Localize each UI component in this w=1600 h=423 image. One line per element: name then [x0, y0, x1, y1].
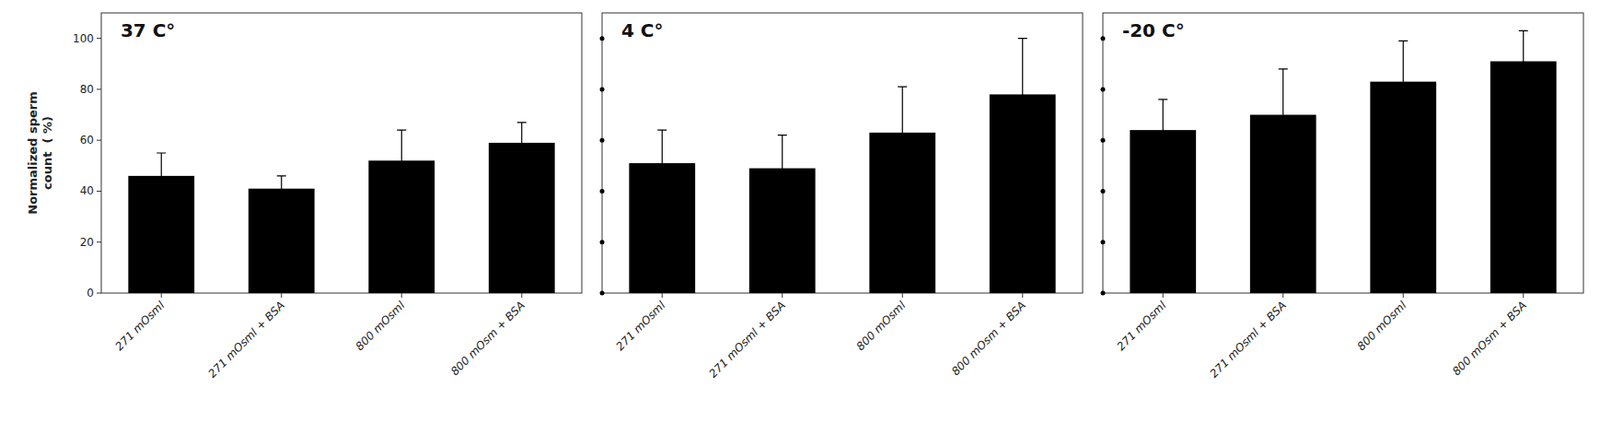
y-tick — [96, 88, 102, 90]
error-bar — [1518, 30, 1529, 92]
error-bar — [1278, 69, 1288, 161]
x-tick — [161, 292, 163, 298]
y-tick — [96, 139, 102, 141]
panel: 271 mOsml 271 mOsml + BSA 800 mOsml 800 mOs… — [600, 12, 1084, 381]
error-bar — [277, 175, 287, 202]
bar — [1490, 61, 1557, 293]
x-tick — [1402, 292, 1404, 298]
plot-frame — [101, 12, 582, 293]
y-axis-label-line: count ( %) — [40, 115, 55, 190]
y-tick-dot — [1101, 86, 1106, 92]
y-tick — [96, 190, 102, 192]
y-tick-label: 0 — [86, 286, 94, 300]
marks — [1129, 30, 1556, 293]
error-bar — [396, 129, 406, 191]
error-bar — [1398, 40, 1408, 122]
x-tick — [781, 292, 783, 298]
x-tick — [1021, 292, 1023, 298]
x-tick — [902, 292, 904, 298]
x-tick-label: 800 mOsm + BSA — [949, 298, 1029, 378]
y-tick-label: 60 — [80, 133, 94, 147]
x-tick-label: 800 mOsm + BSA — [448, 298, 528, 378]
error-bar — [1158, 99, 1168, 161]
y-tick — [96, 241, 102, 243]
x-tick — [1522, 292, 1524, 298]
x-tick — [1162, 292, 1164, 298]
panel: 0 20 40 60 80 100 Normalized spermcount ( %) 27… — [25, 12, 582, 381]
y-tick-dot — [600, 290, 605, 296]
x-tick-label: 800 mOsml — [353, 298, 408, 353]
y-tick-dot — [1101, 239, 1106, 244]
error-bar — [777, 135, 788, 202]
x-tick-label: 800 mOsml — [854, 298, 909, 353]
x-tick-label: 800 mOsm + BSA — [1449, 298, 1530, 378]
plot-frame — [602, 12, 1083, 293]
marks — [127, 122, 555, 293]
y-tick-dot — [600, 239, 605, 244]
y-tick-dot — [1101, 188, 1106, 194]
x-tick — [661, 292, 663, 298]
panel: 271 mOsml 271 mOsml + BSA 800 mOsml 800 mOs… — [1101, 12, 1585, 381]
y-tick-dot — [1101, 138, 1106, 143]
x-tick — [401, 292, 403, 298]
y-tick-label: 80 — [80, 82, 94, 96]
y-tick-dot — [600, 138, 605, 143]
y-tick — [96, 292, 102, 294]
y-tick-label: 40 — [80, 184, 94, 198]
error-bar — [517, 122, 527, 163]
y-tick-dot — [1101, 290, 1106, 296]
x-tick-label: 271 mOsml — [1114, 298, 1170, 353]
panel-title: -20 C° — [1122, 19, 1185, 42]
x-tick — [521, 292, 522, 298]
y-tick-dot — [600, 35, 605, 41]
chart-canvas: 0 20 40 60 80 100 Normalized spermcount ( %) 27… — [0, 0, 1600, 423]
panel-title: 4 C° — [621, 19, 664, 42]
bar — [248, 188, 315, 293]
x-tick — [280, 292, 282, 298]
marks — [628, 38, 1056, 293]
panel-title: 37 C° — [120, 19, 175, 42]
error-bar — [156, 152, 166, 199]
y-tick-dot — [600, 188, 605, 194]
error-bar — [1018, 38, 1028, 151]
y-tick-label: 20 — [80, 235, 94, 249]
y-axis-label: Normalized spermcount ( %) — [25, 91, 55, 215]
y-axis-label-line: Normalized sperm — [25, 91, 40, 215]
x-tick-label: 271 mOsml — [614, 298, 669, 353]
x-tick-label: 271 mOsml + BSA — [1207, 298, 1289, 380]
y-tick-dot — [1101, 35, 1106, 41]
error-bar — [897, 86, 907, 178]
x-tick-label: 800 mOsml — [1355, 298, 1410, 353]
y-tick — [96, 37, 102, 39]
x-tick-label: 271 mOsml + BSA — [707, 298, 789, 380]
x-tick-label: 271 mOsml — [113, 298, 168, 353]
error-bar — [657, 129, 667, 197]
y-tick-label: 100 — [72, 32, 94, 46]
bar — [488, 142, 556, 293]
plot-frame — [1102, 12, 1584, 293]
y-tick-dot — [600, 86, 605, 92]
x-tick — [1282, 292, 1284, 298]
x-tick-label: 271 mOsml + BSA — [206, 298, 288, 380]
